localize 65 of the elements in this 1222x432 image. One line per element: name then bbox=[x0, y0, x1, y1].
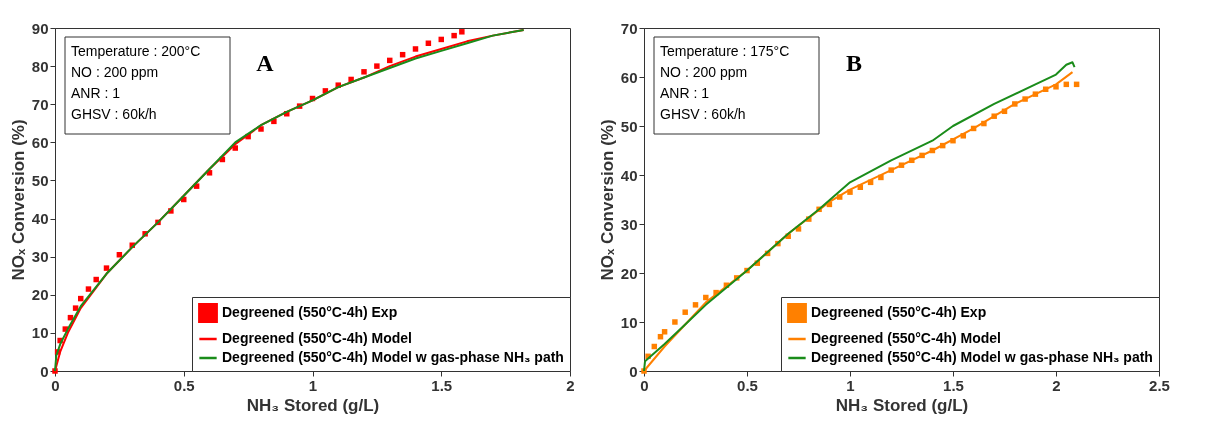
x-tick-label: 1.5 bbox=[943, 376, 964, 394]
y-tick-label: 0 bbox=[629, 362, 638, 380]
annotation: ANR : 1 bbox=[660, 85, 710, 101]
x-tick-label: 0.5 bbox=[737, 376, 758, 394]
point bbox=[93, 276, 99, 283]
annotation: B bbox=[845, 50, 863, 76]
y-tick-label: 0 bbox=[40, 362, 49, 380]
point bbox=[703, 294, 709, 301]
annotation: Temperature : 200°C bbox=[71, 43, 201, 59]
y-tick-label: 40 bbox=[620, 166, 638, 184]
y-tick-label: 70 bbox=[31, 95, 49, 113]
y-tick-label: 10 bbox=[620, 313, 638, 331]
y-tick-label: 60 bbox=[31, 133, 49, 151]
y-axis-title: NOₓ Conversion (%) bbox=[8, 119, 28, 281]
x-tick-label: 0.5 bbox=[173, 376, 195, 394]
y-axis-title: NOₓ Conversion (%) bbox=[597, 119, 617, 281]
y-tick-label: 20 bbox=[620, 264, 638, 282]
legend-label: Degreened (550°C-4h) Model bbox=[222, 330, 412, 346]
legend-label: Degreened (550°C-4h) Model w gas-phase NH₃ path bbox=[811, 349, 1153, 365]
y-tick-label: 60 bbox=[620, 68, 638, 86]
point bbox=[374, 63, 380, 69]
point bbox=[672, 319, 678, 325]
point bbox=[85, 286, 92, 292]
point bbox=[451, 32, 457, 39]
x-axis-title: NH₃ Stored (g/L) bbox=[246, 395, 380, 415]
point bbox=[661, 329, 668, 335]
x-tick-label: 2 bbox=[566, 376, 575, 394]
annotation: ANR : 1 bbox=[71, 85, 121, 101]
y-tick-label: 50 bbox=[620, 117, 638, 135]
y-tick-label: 90 bbox=[31, 19, 49, 37]
legend-label: Degreened (550°C-4h) Exp bbox=[811, 304, 987, 320]
x-tick-label: 1.5 bbox=[431, 376, 453, 394]
y-tick-label: 70 bbox=[620, 19, 638, 37]
annotation: GHSV : 60k/h bbox=[71, 106, 157, 122]
point bbox=[459, 29, 465, 35]
y-tick-label: 40 bbox=[31, 210, 49, 228]
point bbox=[103, 265, 110, 271]
x-tick-label: 1 bbox=[846, 376, 855, 394]
legend-label: Degreened (550°C-4h) Model w gas-phase NH₃ path bbox=[222, 349, 564, 365]
x-tick-label: 2.5 bbox=[1149, 376, 1170, 394]
x-tick-label: 0 bbox=[640, 376, 649, 394]
annotation: Temperature : 175°C bbox=[660, 43, 790, 59]
x-axis-title: NH₃ Stored (g/L) bbox=[835, 395, 969, 415]
point bbox=[232, 145, 238, 151]
x-tick-label: 1 bbox=[308, 376, 318, 394]
y-tick-label: 80 bbox=[31, 57, 49, 75]
annotation: NO : 200 ppm bbox=[71, 64, 159, 80]
annotation: GHSV : 60k/h bbox=[660, 106, 746, 122]
point bbox=[1053, 84, 1059, 90]
legend-label: Degreened (550°C-4h) Model bbox=[811, 330, 1001, 346]
legend-label: Degreened (550°C-4h) Exp bbox=[222, 304, 398, 320]
y-tick-label: 10 bbox=[31, 324, 49, 342]
point bbox=[682, 309, 688, 315]
x-tick-label: 2 bbox=[1052, 376, 1061, 394]
point bbox=[412, 46, 419, 52]
x-tick-label: 0 bbox=[51, 376, 60, 394]
point bbox=[361, 69, 367, 75]
annotation: A bbox=[256, 50, 275, 76]
y-tick-label: 20 bbox=[31, 286, 49, 304]
point bbox=[692, 302, 699, 308]
y-tick-label: 50 bbox=[31, 171, 49, 189]
annotation: NO : 200 ppm bbox=[660, 64, 748, 80]
point bbox=[72, 305, 79, 311]
y-tick-label: 30 bbox=[620, 215, 638, 233]
y-tick-label: 30 bbox=[31, 248, 49, 266]
